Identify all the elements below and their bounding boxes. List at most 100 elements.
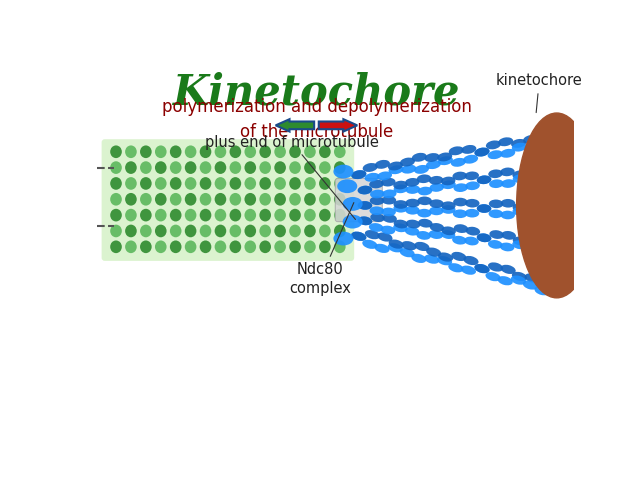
Ellipse shape [537,143,552,151]
Ellipse shape [185,225,196,237]
Ellipse shape [488,209,503,218]
Ellipse shape [170,225,182,237]
Ellipse shape [500,168,515,176]
Ellipse shape [465,181,480,190]
Ellipse shape [441,202,456,210]
Ellipse shape [230,145,241,158]
Ellipse shape [170,161,182,174]
Ellipse shape [185,161,196,174]
Ellipse shape [536,212,550,220]
Ellipse shape [185,177,196,190]
Ellipse shape [140,193,152,205]
Ellipse shape [304,225,316,237]
Ellipse shape [463,155,478,164]
FancyBboxPatch shape [102,139,354,261]
Ellipse shape [110,161,122,174]
Ellipse shape [214,177,227,190]
Ellipse shape [358,216,372,225]
Ellipse shape [125,145,137,158]
Ellipse shape [244,240,256,253]
Ellipse shape [155,161,166,174]
Ellipse shape [125,161,137,174]
Ellipse shape [500,265,516,274]
Ellipse shape [536,164,550,173]
Ellipse shape [453,209,467,218]
Ellipse shape [429,199,444,208]
Ellipse shape [442,227,456,235]
Ellipse shape [429,206,444,215]
Ellipse shape [388,243,403,252]
Ellipse shape [319,240,331,253]
Ellipse shape [369,206,384,215]
Ellipse shape [426,160,441,169]
Ellipse shape [417,196,432,205]
Ellipse shape [230,225,241,237]
Ellipse shape [461,145,476,154]
Ellipse shape [513,170,527,179]
Ellipse shape [536,200,551,208]
Ellipse shape [437,256,452,265]
Ellipse shape [289,161,301,174]
Ellipse shape [463,256,479,265]
Ellipse shape [363,163,378,172]
Ellipse shape [417,231,431,240]
Ellipse shape [185,193,196,205]
Ellipse shape [304,193,316,205]
Ellipse shape [381,207,396,216]
Ellipse shape [452,172,467,180]
Ellipse shape [451,252,467,261]
Ellipse shape [334,177,346,190]
Ellipse shape [230,240,241,253]
Ellipse shape [337,179,357,193]
Ellipse shape [405,227,419,236]
Ellipse shape [334,209,346,221]
Ellipse shape [414,165,429,174]
Ellipse shape [453,198,468,206]
Text: kinetochore: kinetochore [496,73,582,113]
Ellipse shape [381,196,396,204]
Ellipse shape [275,177,286,190]
Ellipse shape [513,174,527,183]
Ellipse shape [394,220,408,228]
Ellipse shape [488,150,503,159]
Ellipse shape [516,113,596,298]
Ellipse shape [200,209,211,221]
Ellipse shape [358,186,372,194]
Ellipse shape [429,223,444,232]
Ellipse shape [275,193,286,205]
Ellipse shape [486,141,501,149]
Ellipse shape [365,230,380,239]
Ellipse shape [110,225,122,237]
Ellipse shape [259,193,271,205]
Ellipse shape [498,137,513,146]
Ellipse shape [477,233,492,242]
Ellipse shape [429,176,444,185]
Ellipse shape [319,177,331,190]
Ellipse shape [418,187,432,195]
Ellipse shape [536,248,550,257]
Ellipse shape [334,225,346,237]
Ellipse shape [406,185,420,194]
Ellipse shape [401,165,416,174]
Ellipse shape [381,226,396,234]
Ellipse shape [140,177,152,190]
Ellipse shape [289,193,301,205]
Ellipse shape [230,193,241,205]
Ellipse shape [511,139,526,148]
Ellipse shape [438,252,453,262]
Ellipse shape [452,236,467,245]
Ellipse shape [535,130,550,139]
Ellipse shape [140,209,152,221]
Ellipse shape [110,177,122,190]
Ellipse shape [451,158,466,167]
Ellipse shape [304,161,316,174]
Ellipse shape [362,240,378,249]
Ellipse shape [501,231,516,240]
Ellipse shape [401,241,417,250]
FancyArrow shape [319,119,357,132]
Ellipse shape [289,240,301,253]
Ellipse shape [524,168,539,177]
Ellipse shape [170,209,182,221]
Ellipse shape [334,193,346,205]
Ellipse shape [511,276,526,285]
